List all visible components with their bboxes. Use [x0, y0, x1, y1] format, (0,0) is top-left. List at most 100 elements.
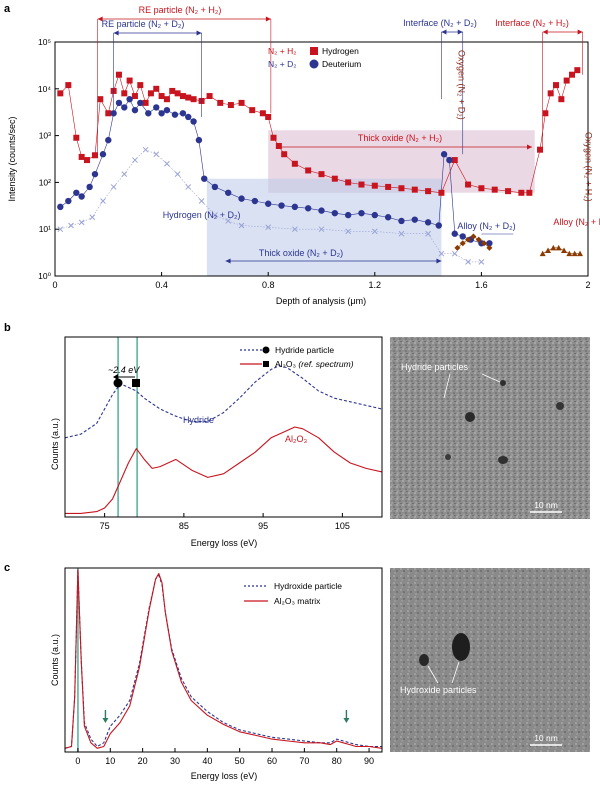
x-tick-label-1-2: 95: [258, 521, 268, 531]
point-s0-4: [83, 157, 90, 164]
legend-b: Hydride particle Al₂O₃ (ref. spectrum): [240, 345, 354, 369]
micrograph-image-b: [390, 337, 590, 519]
micrograph-hydroxide: Hydroxide particles 10 nm: [390, 568, 590, 752]
point-s2-17: [265, 224, 272, 231]
point-s2-24: [438, 250, 445, 257]
point-s2-25: [451, 250, 458, 257]
legend-marker-al2o3: [263, 361, 269, 367]
legend-label-matrix: Al₂O₃ matrix: [274, 596, 321, 606]
shift-annotation: ~2.4 eV: [108, 365, 140, 375]
point-s1-43: [446, 156, 453, 164]
point-s0-2: [73, 134, 80, 141]
y-tick-label-a-4: 10⁴: [38, 84, 51, 94]
x-axis-a: 0 0.4 0.8 1.2 1.6 2: [52, 272, 591, 290]
point-s0-48: [465, 181, 472, 188]
x-tick-label-2-9: 90: [364, 756, 374, 766]
point-s1-2: [73, 189, 80, 196]
point-s1-36: [371, 211, 378, 219]
plot-frame-a: [54, 41, 589, 277]
point-s0-29: [249, 107, 256, 114]
annot-re-d-arrow-left: [113, 30, 119, 36]
point-s1-41: [435, 222, 442, 229]
particle-small: [419, 654, 429, 666]
point-s1-15: [153, 104, 160, 111]
particle-large: [452, 633, 470, 661]
legend-label-hydrogen: Hydrogen: [322, 46, 359, 56]
annot-re-h-label: RE particle (N₂ + H₂): [139, 5, 222, 15]
arrowhead-c-1: [343, 718, 350, 723]
point-s1-45: [459, 233, 466, 240]
point-s1-5: [91, 170, 99, 178]
point-s1-35: [358, 209, 365, 217]
point-s0-15: [147, 90, 154, 97]
point-s0-47: [451, 157, 458, 164]
annot-to-h-arrow-left: [276, 144, 282, 150]
point-s0-11: [126, 77, 133, 84]
point-s1-18: [171, 111, 179, 118]
point-s2-27: [478, 259, 485, 265]
point-s2-13: [198, 198, 205, 204]
point-s1-26: [238, 195, 245, 202]
x-tick-label-1-3: 105: [335, 521, 350, 531]
x-tick-label-2-7: 70: [299, 756, 309, 766]
point-s0-12: [131, 93, 138, 100]
y-tick-label-a-3: 10³: [39, 131, 51, 141]
point-s2-20: [345, 228, 352, 235]
point-s0-52: [518, 189, 525, 196]
point-s0-16: [153, 85, 160, 92]
particle-3: [556, 402, 564, 410]
point-s0-6: [97, 96, 104, 103]
series-points: [57, 67, 584, 265]
point-s0-5: [91, 152, 98, 159]
annot-oxygen-d: Oxygen (N₂ + D₂): [457, 50, 467, 120]
spectrum-2-0: [64, 569, 382, 749]
panel-c: c 0 10 20 30 40 50 60 70 80 90 Energy loss (eV) C…: [4, 562, 590, 781]
point-s0-21: [179, 93, 186, 100]
point-s1-4: [86, 183, 93, 191]
annot-if-h-arrow-left: [542, 29, 548, 35]
x-tick-label-2-3: 30: [170, 756, 180, 766]
point-s1-0: [57, 203, 64, 211]
shaded-bands: [206, 130, 535, 276]
point-s2-19: [318, 226, 325, 233]
y-axis-label-a: Intensity (counts/sec): [7, 116, 17, 201]
spectrum-1-1: [65, 426, 383, 514]
point-s2-2: [78, 219, 85, 226]
point-s0-10: [121, 90, 128, 97]
scalebar-label-b: 10 nm: [534, 500, 558, 510]
point-s0-7: [105, 110, 112, 117]
panel-label-b: b: [4, 322, 11, 334]
point-s4-6: [571, 250, 578, 257]
arrows-c: [102, 710, 350, 723]
x-tick-label-2-5: 50: [235, 756, 245, 766]
y-axis-label-b: Counts (a.u.): [50, 418, 60, 470]
point-s0-14: [142, 99, 149, 106]
point-s2-9: [153, 151, 160, 158]
point-s2-11: [174, 171, 181, 178]
point-s0-37: [318, 171, 325, 178]
point-s0-23: [190, 96, 197, 103]
y-tick-label-a-1: 10¹: [39, 224, 51, 234]
x-tick-label-2-4: 40: [202, 756, 212, 766]
point-s2-16: [238, 222, 245, 229]
point-s2-15: [225, 218, 232, 224]
arrowhead-c-0: [102, 718, 109, 723]
x-axis-label-c: Energy loss (eV): [191, 771, 258, 781]
annot-re-h-arrow-left: [97, 16, 103, 22]
point-s0-35: [291, 160, 298, 167]
x-tick-label-2-6: 60: [267, 756, 277, 766]
point-s0-17: [158, 93, 165, 100]
point-s3-6: [486, 244, 493, 251]
point-s4-3: [555, 244, 562, 251]
point-s1-28: [265, 200, 272, 207]
x-axis-c: 0 10 20 30 40 50 60 70 80 90: [75, 748, 374, 766]
y-tick-label-a-5: 10⁵: [38, 37, 51, 47]
x-tick-label-a-2: 0.8: [262, 280, 275, 290]
point-s1-40: [424, 219, 432, 226]
point-s1-37: [384, 214, 392, 221]
x-tick-label-a-0: 0: [52, 280, 57, 290]
point-s3-1: [459, 240, 466, 247]
point-s0-22: [185, 94, 192, 101]
point-s0-40: [358, 181, 365, 188]
pointer-line-b1: [443, 373, 451, 399]
